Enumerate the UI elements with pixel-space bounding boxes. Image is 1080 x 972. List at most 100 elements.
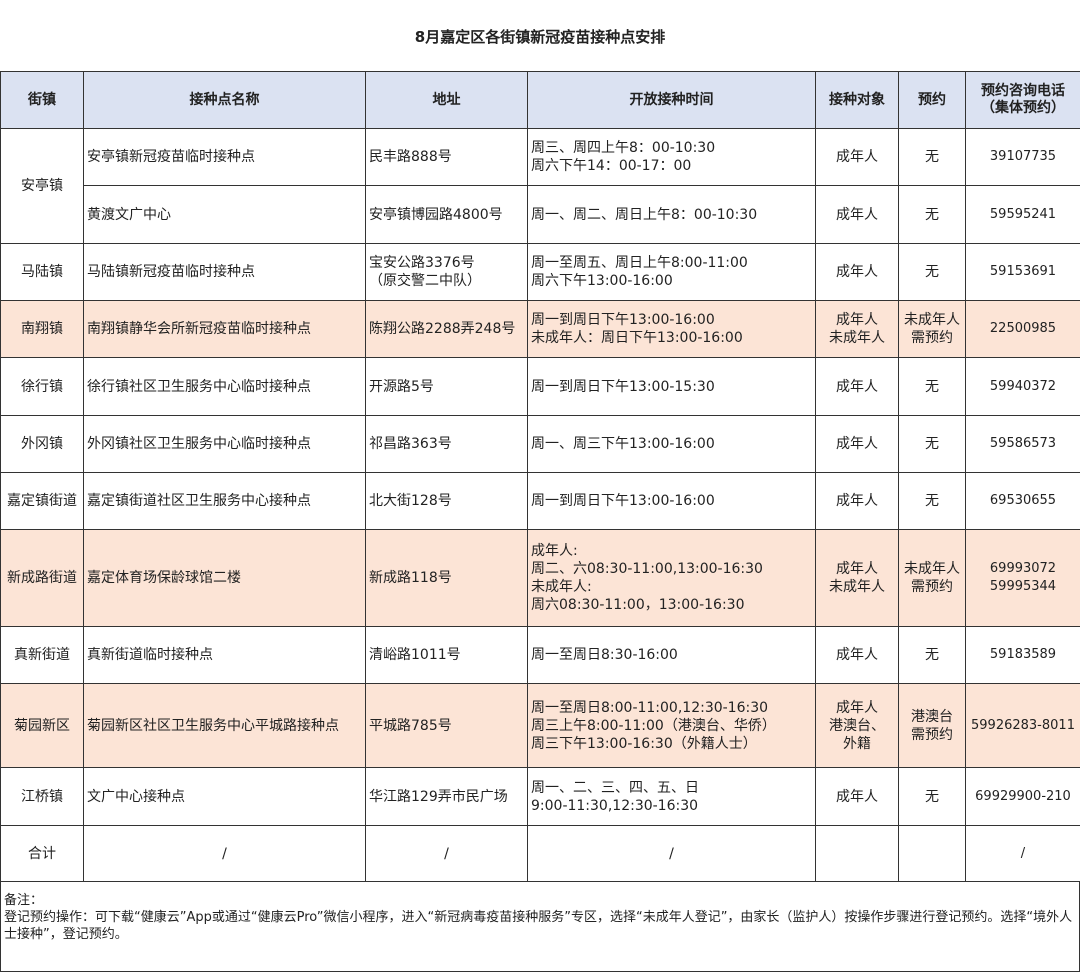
column-header: 预约咨询电话 （集体预约） (966, 72, 1080, 129)
cell-phone: 59940372 (966, 358, 1080, 416)
cell-target: 成年人 (816, 186, 899, 244)
cell-addr: 宝安公路3376号 （原交警二中队） (366, 244, 528, 301)
cell-appt: 无 (899, 244, 966, 301)
cell-target: 成年人 (816, 416, 899, 473)
cell-time: 周一到周日下午13:00-16:00 (528, 473, 816, 530)
cell-town: 菊园新区 (1, 684, 84, 768)
cell-addr: 安亭镇博园路4800号 (366, 186, 528, 244)
table-row: 马陆镇马陆镇新冠疫苗临时接种点宝安公路3376号 （原交警二中队）周一至周五、周… (1, 244, 1080, 301)
cell-appt (899, 826, 966, 882)
cell-appt: 港澳台 需预约 (899, 684, 966, 768)
table-row: 安亭镇安亭镇新冠疫苗临时接种点民丰路888号周三、周四上午8：00-10:30 … (1, 129, 1080, 186)
cell-town: 江桥镇 (1, 768, 84, 826)
cell-addr: 祁昌路363号 (366, 416, 528, 473)
table-row: 嘉定镇街道嘉定镇街道社区卫生服务中心接种点北大街128号周一到周日下午13:00… (1, 473, 1080, 530)
table-row: 新成路街道嘉定体育场保龄球馆二楼新成路118号成年人: 周二、六08:30-11… (1, 530, 1080, 627)
cell-phone: 59595241 (966, 186, 1080, 244)
cell-appt: 无 (899, 358, 966, 416)
cell-town: 新成路街道 (1, 530, 84, 627)
cell-addr: 清峪路1011号 (366, 627, 528, 684)
cell-target: 成年人 未成年人 (816, 301, 899, 358)
cell-appt: 未成年人 需预约 (899, 301, 966, 358)
cell-time: / (528, 826, 816, 882)
cell-appt: 无 (899, 768, 966, 826)
cell-target: 成年人 (816, 129, 899, 186)
cell-phone: 69530655 (966, 473, 1080, 530)
cell-town: 安亭镇 (1, 129, 84, 244)
cell-addr: 陈翔公路2288弄248号 (366, 301, 528, 358)
cell-phone: 59153691 (966, 244, 1080, 301)
notes: 备注： 登记预约操作：可下载“健康云”App或通过“健康云Pro”微信小程序，进… (0, 882, 1080, 972)
vaccination-table: 街镇接种点名称地址开放接种时间接种对象预约预约咨询电话 （集体预约） 安亭镇安亭… (0, 71, 1080, 882)
notes-text: 登记预约操作：可下载“健康云”App或通过“健康云Pro”微信小程序，进入“新冠… (4, 909, 1076, 943)
cell-time: 周一、周二、周日上午8：00-10:30 (528, 186, 816, 244)
cell-name: 徐行镇社区卫生服务中心临时接种点 (84, 358, 366, 416)
cell-phone: 22500985 (966, 301, 1080, 358)
column-header: 接种对象 (816, 72, 899, 129)
cell-target: 成年人 (816, 768, 899, 826)
table-row: 菊园新区菊园新区社区卫生服务中心平城路接种点平城路785号周一至周日8:00-1… (1, 684, 1080, 768)
column-header: 街镇 (1, 72, 84, 129)
cell-name: 嘉定镇街道社区卫生服务中心接种点 (84, 473, 366, 530)
cell-town: 徐行镇 (1, 358, 84, 416)
cell-target: 成年人 (816, 627, 899, 684)
cell-town: 合计 (1, 826, 84, 882)
cell-appt: 无 (899, 627, 966, 684)
column-header: 预约 (899, 72, 966, 129)
cell-phone: 59586573 (966, 416, 1080, 473)
cell-time: 周一到周日下午13:00-16:00 未成年人：周日下午13:00-16:00 (528, 301, 816, 358)
cell-phone: 69993072 59995344 (966, 530, 1080, 627)
cell-addr: 平城路785号 (366, 684, 528, 768)
cell-time: 周一、周三下午13:00-16:00 (528, 416, 816, 473)
cell-time: 周三、周四上午8：00-10:30 周六下午14：00-17：00 (528, 129, 816, 186)
cell-time: 周一至周日8:30-16:00 (528, 627, 816, 684)
cell-town: 真新街道 (1, 627, 84, 684)
table-row: 外冈镇外冈镇社区卫生服务中心临时接种点祁昌路363号周一、周三下午13:00-1… (1, 416, 1080, 473)
cell-phone: 69929900-210 (966, 768, 1080, 826)
cell-name: 菊园新区社区卫生服务中心平城路接种点 (84, 684, 366, 768)
cell-name: 外冈镇社区卫生服务中心临时接种点 (84, 416, 366, 473)
cell-phone: 39107735 (966, 129, 1080, 186)
table-row: 徐行镇徐行镇社区卫生服务中心临时接种点开源路5号周一到周日下午13:00-15:… (1, 358, 1080, 416)
cell-target: 成年人 未成年人 (816, 530, 899, 627)
cell-target: 成年人 (816, 358, 899, 416)
cell-addr: 新成路118号 (366, 530, 528, 627)
cell-addr: 民丰路888号 (366, 129, 528, 186)
cell-time: 周一至周日8:00-11:00,12:30-16:30 周三上午8:00-11:… (528, 684, 816, 768)
cell-appt: 无 (899, 473, 966, 530)
cell-town: 嘉定镇街道 (1, 473, 84, 530)
cell-phone: 59183589 (966, 627, 1080, 684)
cell-name: 马陆镇新冠疫苗临时接种点 (84, 244, 366, 301)
cell-target (816, 826, 899, 882)
table-row: 江桥镇文广中心接种点华江路129弄市民广场周一、二、三、四、五、日 9:00-1… (1, 768, 1080, 826)
cell-addr: / (366, 826, 528, 882)
cell-addr: 开源路5号 (366, 358, 528, 416)
cell-appt: 未成年人 需预约 (899, 530, 966, 627)
cell-target: 成年人 (816, 473, 899, 530)
cell-name: 嘉定体育场保龄球馆二楼 (84, 530, 366, 627)
cell-phone: / (966, 826, 1080, 882)
cell-name: 安亭镇新冠疫苗临时接种点 (84, 129, 366, 186)
column-header: 开放接种时间 (528, 72, 816, 129)
cell-time: 周一、二、三、四、五、日 9:00-11:30,12:30-16:30 (528, 768, 816, 826)
table-header: 街镇接种点名称地址开放接种时间接种对象预约预约咨询电话 （集体预约） (1, 72, 1080, 129)
cell-town: 马陆镇 (1, 244, 84, 301)
notes-label: 备注： (4, 892, 1076, 909)
cell-town: 外冈镇 (1, 416, 84, 473)
cell-name: 真新街道临时接种点 (84, 627, 366, 684)
cell-appt: 无 (899, 129, 966, 186)
column-header: 地址 (366, 72, 528, 129)
table-row: 合计//// (1, 826, 1080, 882)
cell-time: 周一至周五、周日上午8:00-11:00 周六下午13:00-16:00 (528, 244, 816, 301)
cell-phone: 59926283-8011 (966, 684, 1080, 768)
cell-name: / (84, 826, 366, 882)
cell-appt: 无 (899, 186, 966, 244)
cell-name: 文广中心接种点 (84, 768, 366, 826)
cell-appt: 无 (899, 416, 966, 473)
cell-name: 南翔镇静华会所新冠疫苗临时接种点 (84, 301, 366, 358)
cell-time: 周一到周日下午13:00-15:30 (528, 358, 816, 416)
cell-time: 成年人: 周二、六08:30-11:00,13:00-16:30 未成年人: 周… (528, 530, 816, 627)
cell-target: 成年人 (816, 244, 899, 301)
